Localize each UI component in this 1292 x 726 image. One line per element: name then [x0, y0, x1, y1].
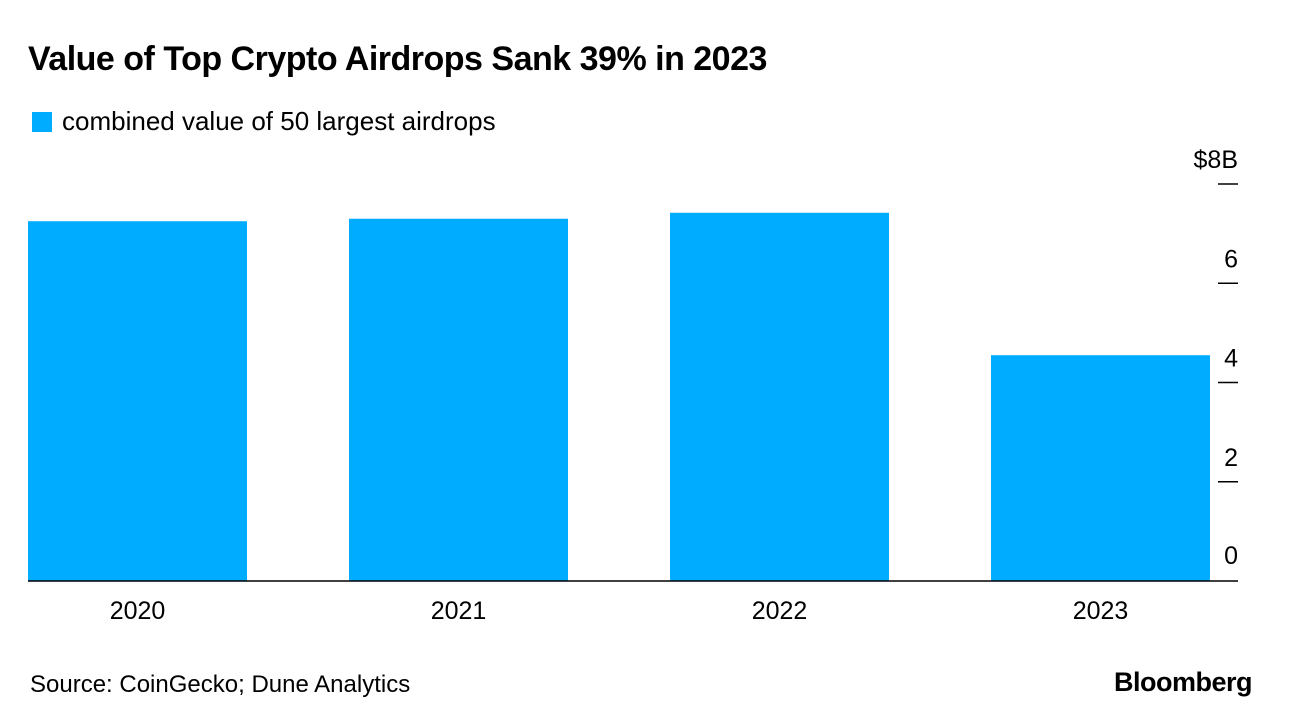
legend-label: combined value of 50 largest airdrops	[62, 106, 496, 136]
y-tick-label: 4	[1224, 345, 1238, 373]
bar	[991, 355, 1210, 581]
legend: combined value of 50 largest airdrops	[32, 106, 496, 137]
x-tick-label: 2023	[1073, 597, 1129, 625]
bar	[670, 212, 889, 581]
y-tick-label: 6	[1224, 245, 1238, 273]
x-tick-label: 2022	[752, 597, 808, 625]
x-tick-label: 2021	[431, 597, 487, 625]
y-tick-label: $8B	[1194, 146, 1238, 174]
legend-swatch	[32, 111, 52, 132]
bar	[349, 218, 568, 582]
bar	[28, 221, 247, 581]
bloomberg-logo: Bloomberg	[1113, 667, 1253, 697]
x-tick-label: 2020	[110, 597, 166, 625]
y-tick-label: 0	[1224, 542, 1238, 570]
y-tick-label: 2	[1224, 444, 1238, 472]
chart-title: Value of Top Crypto Airdrops Sank 39% in…	[28, 40, 767, 78]
source-note: Source: CoinGecko; Dune Analytics	[30, 671, 411, 698]
